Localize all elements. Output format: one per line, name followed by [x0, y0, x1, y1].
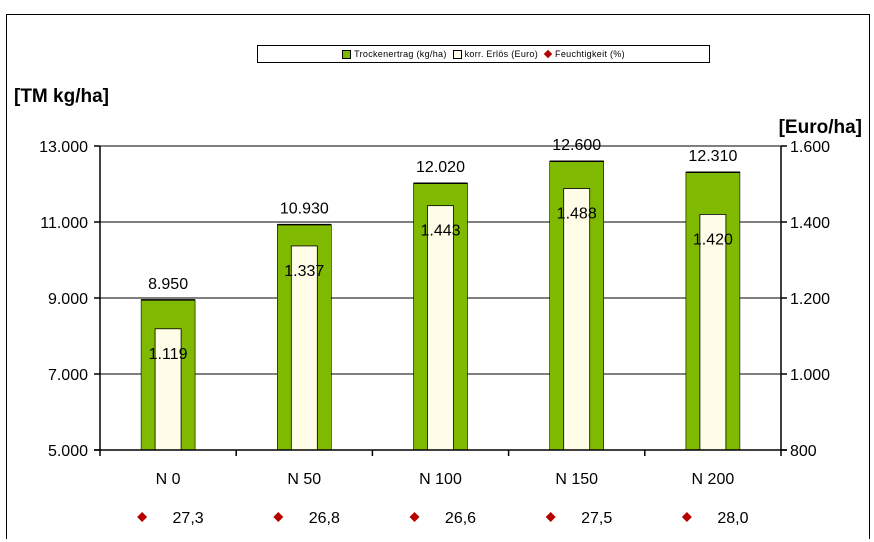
x-tick-label: N 50: [287, 471, 321, 488]
data-label-moisture: 26,6: [445, 510, 476, 527]
legend-label-revenue: korr. Erlös (Euro): [464, 49, 539, 59]
legend-item-yield: Trockenertrag (kg/ha): [342, 49, 447, 59]
data-label-yield: 12.600: [552, 137, 601, 154]
bar-revenue: [154, 328, 182, 451]
y-tick-label-left: 11.000: [40, 215, 88, 232]
moisture-marker: [545, 512, 556, 522]
data-label-revenue: 1.337: [284, 263, 324, 280]
y-tick-label-left: 13.000: [39, 139, 88, 156]
data-label-moisture: 27,3: [173, 510, 204, 527]
legend-label-moisture: Feuchtigkeit (%): [555, 49, 625, 59]
data-label-revenue: 1.443: [420, 223, 460, 240]
moisture-marker: [409, 512, 420, 522]
data-label-yield: 12.020: [416, 159, 465, 176]
data-label-revenue: 1.420: [693, 231, 733, 248]
data-label-moisture: 28,0: [717, 510, 748, 527]
y-tick-label-left: 7.000: [48, 367, 88, 384]
legend: Trockenertrag (kg/ha) korr. Erlös (Euro)…: [257, 45, 710, 63]
data-label-moisture: 26,8: [309, 510, 340, 527]
data-label-yield: 8.950: [148, 276, 188, 293]
data-label-yield: 10.930: [280, 201, 329, 218]
bar-revenue: [427, 205, 454, 451]
x-tick-label: N 150: [555, 471, 598, 488]
chart-frame: [6, 14, 870, 539]
y-tick-label-left: 9.000: [48, 291, 88, 308]
y-axis-label-left: [TM kg/ha]: [14, 86, 109, 107]
y-tick-label-right: 1.000: [790, 367, 830, 384]
y-tick-label-right: 1.600: [790, 139, 830, 156]
y-tick-label-right: 800: [790, 443, 817, 460]
data-label-revenue: 1.488: [557, 206, 597, 223]
legend-item-moisture: Feuchtigkeit (%): [543, 49, 625, 59]
legend-swatch-revenue: [452, 49, 462, 59]
legend-item-revenue: korr. Erlös (Euro): [452, 49, 539, 59]
y-tick-label-left: 5.000: [48, 443, 88, 460]
x-tick-label: N 200: [692, 471, 735, 488]
data-label-yield: 12.310: [688, 148, 737, 165]
x-tick-label: N 100: [419, 471, 462, 488]
moisture-marker: [273, 512, 284, 522]
x-tick-label: N 0: [156, 471, 181, 488]
data-label-moisture: 27,5: [581, 510, 612, 527]
bar-revenue: [563, 188, 591, 451]
y-tick-label-right: 1.200: [790, 291, 830, 308]
data-label-revenue: 1.119: [149, 346, 188, 363]
moisture-marker: [137, 512, 148, 522]
bar-revenue: [290, 245, 318, 451]
y-axis-label-right: [Euro/ha]: [778, 117, 862, 138]
bar-revenue: [699, 213, 727, 451]
legend-label-yield: Trockenertrag (kg/ha): [354, 49, 447, 59]
y-tick-label-right: 1.400: [790, 215, 830, 232]
legend-swatch-yield: [342, 49, 352, 59]
moisture-marker: [681, 512, 692, 522]
